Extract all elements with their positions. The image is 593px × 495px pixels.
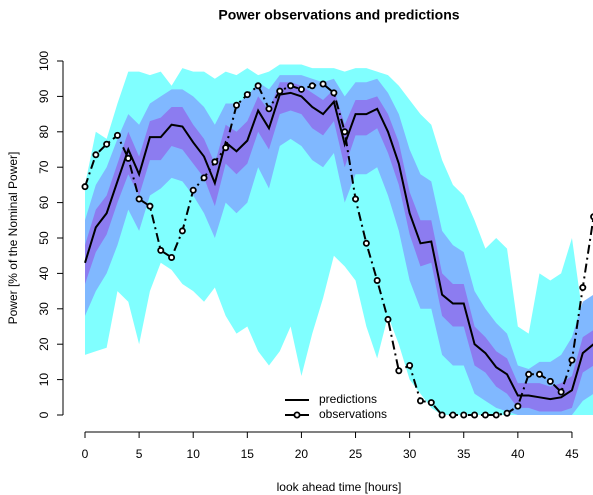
series-line xyxy=(84,91,593,401)
point xyxy=(384,315,392,323)
y-tick-label: 0 xyxy=(37,411,51,418)
x-tick-label: 10 xyxy=(187,447,201,461)
chart-title: Power observations and predictions xyxy=(218,7,459,23)
point xyxy=(546,377,554,385)
y-tick-label: 10 xyxy=(37,373,51,387)
point xyxy=(135,195,143,203)
y-tick-label: 100 xyxy=(37,51,51,71)
y-tick-label: 70 xyxy=(37,160,51,174)
x-tick-label: 0 xyxy=(82,447,89,461)
x-tick-label: 20 xyxy=(295,447,309,461)
point xyxy=(514,402,522,410)
x-tick-label: 25 xyxy=(349,447,363,461)
x-tick-label: 30 xyxy=(403,447,417,461)
point xyxy=(287,82,295,90)
legend-marker xyxy=(293,411,301,419)
point xyxy=(178,227,186,235)
x-tick-label: 40 xyxy=(511,447,525,461)
point xyxy=(460,411,468,419)
point xyxy=(265,105,273,113)
legend-label: predictions xyxy=(319,392,377,406)
point xyxy=(157,246,165,254)
point xyxy=(525,370,533,378)
point xyxy=(438,411,446,419)
point xyxy=(81,183,89,191)
point xyxy=(568,356,576,364)
point xyxy=(449,411,457,419)
point xyxy=(557,388,565,396)
point xyxy=(308,82,316,90)
y-tick-label: 50 xyxy=(37,231,51,245)
plot-area xyxy=(81,64,593,419)
point xyxy=(341,128,349,136)
point xyxy=(200,174,208,182)
point xyxy=(243,91,251,99)
x-tick-label: 35 xyxy=(457,447,471,461)
point xyxy=(189,186,197,194)
y-tick-label: 80 xyxy=(37,125,51,139)
x-tick-label: 5 xyxy=(136,447,143,461)
y-tick-label: 90 xyxy=(37,89,51,103)
point xyxy=(124,154,132,162)
x-axis-label: look ahead time [hours] xyxy=(277,480,402,494)
y-tick-label: 20 xyxy=(37,337,51,351)
point xyxy=(535,370,543,378)
point xyxy=(503,409,511,417)
point xyxy=(232,101,240,109)
point xyxy=(254,82,262,90)
point xyxy=(168,253,176,261)
point xyxy=(427,399,435,407)
point xyxy=(222,144,230,152)
point xyxy=(103,140,111,148)
point xyxy=(492,411,500,419)
y-tick-label: 40 xyxy=(37,266,51,280)
point xyxy=(395,367,403,375)
x-tick-label: 15 xyxy=(241,447,255,461)
x-tick-label: 45 xyxy=(565,447,579,461)
point xyxy=(297,85,305,93)
point xyxy=(211,158,219,166)
point xyxy=(481,411,489,419)
point xyxy=(373,276,381,284)
point xyxy=(92,151,100,159)
point xyxy=(406,361,414,369)
y-tick-label: 60 xyxy=(37,196,51,210)
point xyxy=(471,411,479,419)
point xyxy=(352,195,360,203)
y-axis-label: Power [% of the Nominal Power] xyxy=(6,152,20,325)
point xyxy=(319,80,327,88)
y-tick-label: 30 xyxy=(37,302,51,316)
legend-label: observations xyxy=(319,407,387,421)
point xyxy=(579,284,587,292)
point xyxy=(146,202,154,210)
point xyxy=(276,87,284,95)
point xyxy=(330,89,338,97)
point xyxy=(416,397,424,405)
point xyxy=(362,239,370,247)
point xyxy=(113,131,121,139)
